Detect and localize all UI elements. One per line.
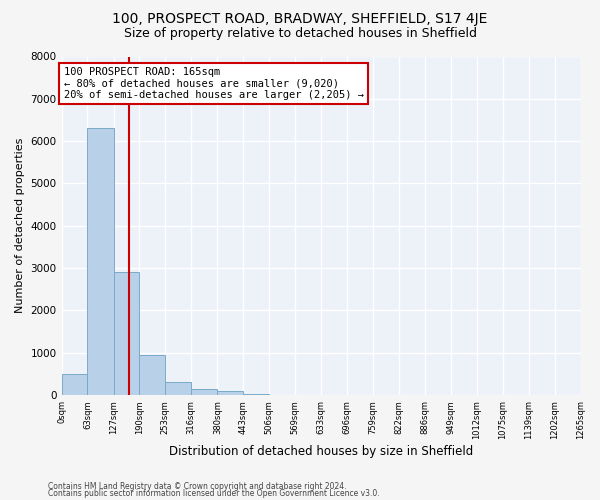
- Text: 100, PROSPECT ROAD, BRADWAY, SHEFFIELD, S17 4JE: 100, PROSPECT ROAD, BRADWAY, SHEFFIELD, …: [112, 12, 488, 26]
- Bar: [113, 272, 139, 395]
- Bar: [217, 392, 243, 395]
- Text: Contains public sector information licensed under the Open Government Licence v3: Contains public sector information licen…: [48, 489, 380, 498]
- Bar: [243, 394, 269, 395]
- Bar: [166, 382, 191, 395]
- Y-axis label: Number of detached properties: Number of detached properties: [15, 138, 25, 314]
- Bar: [191, 388, 217, 395]
- X-axis label: Distribution of detached houses by size in Sheffield: Distribution of detached houses by size …: [169, 444, 473, 458]
- Text: 100 PROSPECT ROAD: 165sqm
← 80% of detached houses are smaller (9,020)
20% of se: 100 PROSPECT ROAD: 165sqm ← 80% of detac…: [64, 67, 364, 100]
- Text: Size of property relative to detached houses in Sheffield: Size of property relative to detached ho…: [124, 28, 476, 40]
- Text: Contains HM Land Registry data © Crown copyright and database right 2024.: Contains HM Land Registry data © Crown c…: [48, 482, 347, 491]
- Bar: [62, 374, 88, 395]
- Bar: [139, 355, 166, 395]
- Bar: [88, 128, 113, 395]
